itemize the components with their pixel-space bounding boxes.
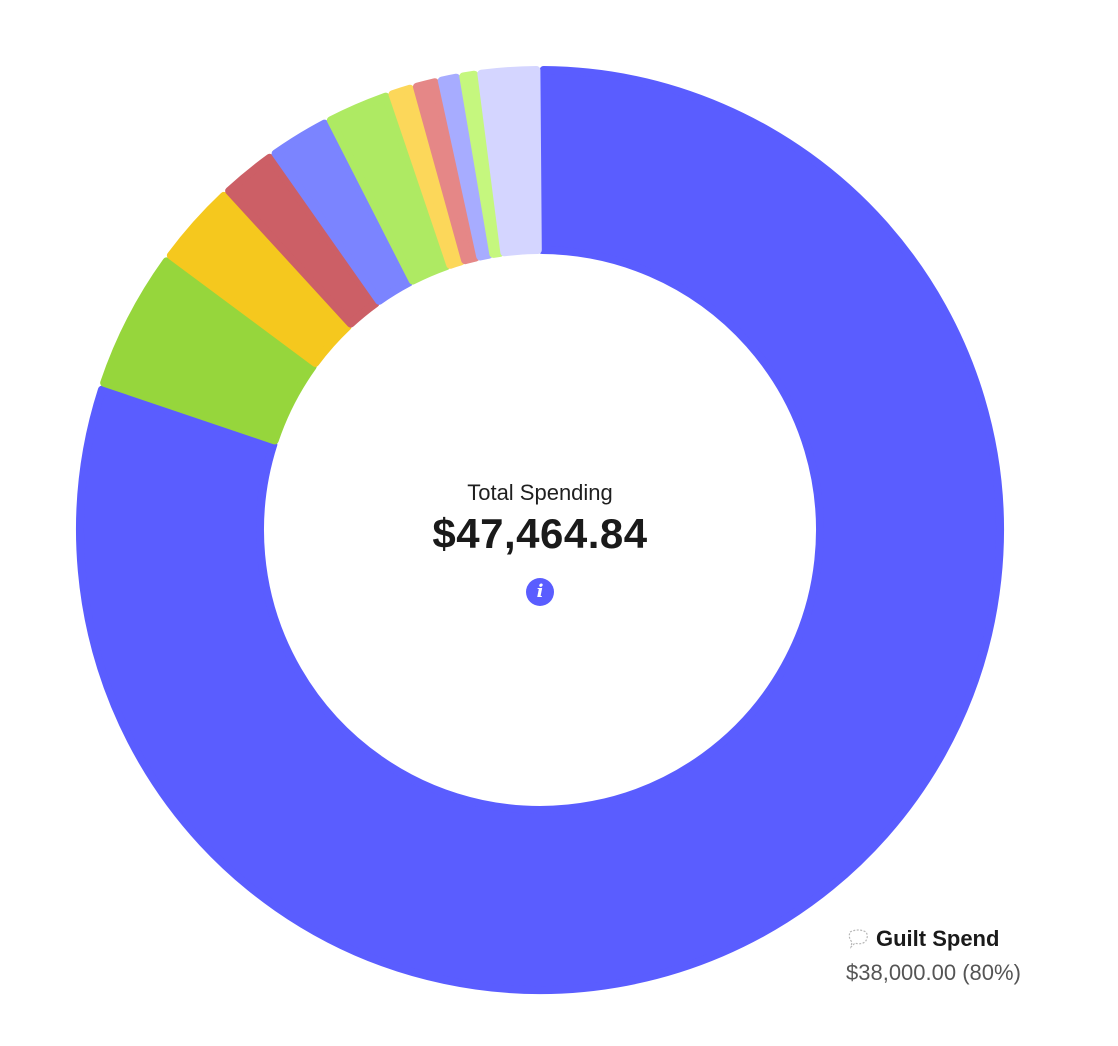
callout-category-label: Guilt Spend bbox=[876, 926, 1000, 951]
donut-slice-1[interactable] bbox=[76, 66, 1004, 994]
donut-slice-10[interactable] bbox=[459, 70, 504, 258]
donut-slice-9[interactable] bbox=[437, 73, 493, 261]
slice-callout: Guilt Spend $38,000.00 (80%) bbox=[846, 926, 1106, 986]
callout-category: Guilt Spend bbox=[846, 926, 1106, 952]
total-spending-label: Total Spending bbox=[467, 480, 613, 505]
donut-slice-2[interactable] bbox=[100, 257, 317, 445]
total-spending-value: $47,464.84 bbox=[432, 510, 648, 557]
donut-slice-8[interactable] bbox=[412, 78, 480, 265]
donut-slice-3[interactable] bbox=[166, 191, 352, 367]
info-icon[interactable]: i bbox=[526, 578, 554, 606]
callout-amount: $38,000.00 (80%) bbox=[846, 960, 1021, 985]
donut-slice-11[interactable] bbox=[477, 66, 542, 257]
donut-slice-7[interactable] bbox=[388, 84, 465, 269]
donut-slice-5[interactable] bbox=[271, 119, 413, 305]
donut-slice-6[interactable] bbox=[326, 92, 451, 285]
donut-slice-4[interactable] bbox=[225, 153, 380, 328]
speech-bubble-icon bbox=[846, 927, 870, 951]
